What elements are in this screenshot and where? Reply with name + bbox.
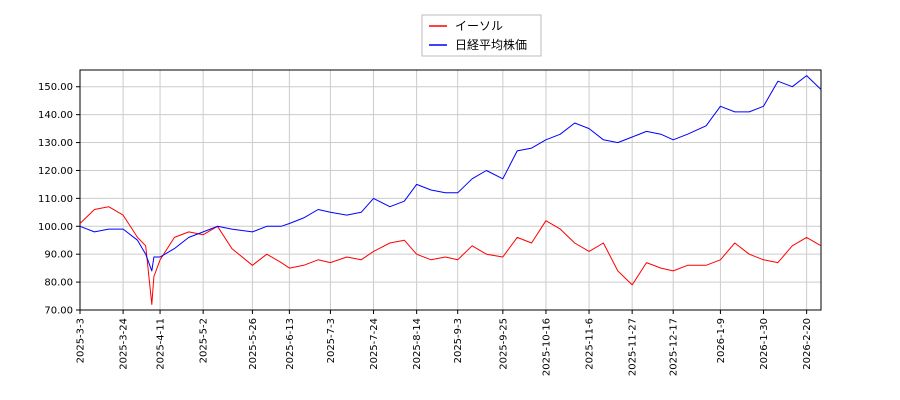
y-tick-label: 70.00	[44, 306, 73, 317]
x-tick-label: 2026-1-30	[759, 318, 770, 370]
y-tick-label: 80.00	[44, 278, 73, 289]
x-tick-label: 2025-8-14	[412, 318, 423, 370]
y-tick-label: 100.00	[38, 222, 73, 233]
y-tick-label: 120.00	[38, 166, 73, 177]
legend-label-series-0: イーソル	[455, 19, 503, 33]
y-tick-label: 130.00	[38, 138, 73, 149]
series-line-1	[79, 75, 822, 272]
x-tick-label: 2025-11-27	[628, 318, 639, 376]
x-tick-label: 2026-2-20	[802, 318, 813, 370]
x-tick-label: 2025-7-24	[369, 318, 380, 370]
x-tick-label: 2025-12-17	[669, 318, 680, 376]
x-tick-label: 2025-9-3	[453, 318, 464, 363]
legend: イーソル 日経平均株価	[421, 14, 542, 57]
x-tick-label: 2025-3-3	[76, 318, 87, 363]
y-tick-label: 150.00	[38, 82, 73, 93]
series-line-0	[79, 206, 822, 305]
x-tick-label: 2025-10-16	[541, 318, 552, 376]
x-tick-label: 2026-1-9	[716, 318, 727, 363]
plot-frame	[79, 69, 822, 311]
legend-label-series-1: 日経平均株価	[455, 37, 527, 52]
legend-box	[421, 14, 542, 57]
x-tick-label: 2025-5-2	[199, 318, 210, 363]
series-layer	[79, 75, 822, 305]
y-axis: 70.00 80.00 90.00 100.00 110.00 120.00 130.00 1…	[38, 82, 80, 317]
x-tick-label: 2025-4-11	[156, 318, 167, 370]
y-tick-label: 90.00	[44, 250, 73, 261]
x-tick-label: 2025-11-6	[585, 318, 596, 370]
grid-lines	[79, 70, 821, 311]
x-tick-label: 2025-9-25	[498, 318, 509, 370]
x-tick-label: 2025-5-26	[248, 318, 259, 370]
y-tick-label: 110.00	[38, 194, 73, 205]
x-tick-label: 2025-7-3	[326, 318, 337, 363]
x-tick-label: 2025-6-13	[285, 318, 296, 370]
y-tick-label: 140.00	[38, 110, 73, 121]
x-tick-label: 2025-3-24	[119, 318, 130, 370]
x-axis: 2025-3-3 2025-3-24 2025-4-11 2025-5-2 2025-5…	[76, 310, 813, 376]
